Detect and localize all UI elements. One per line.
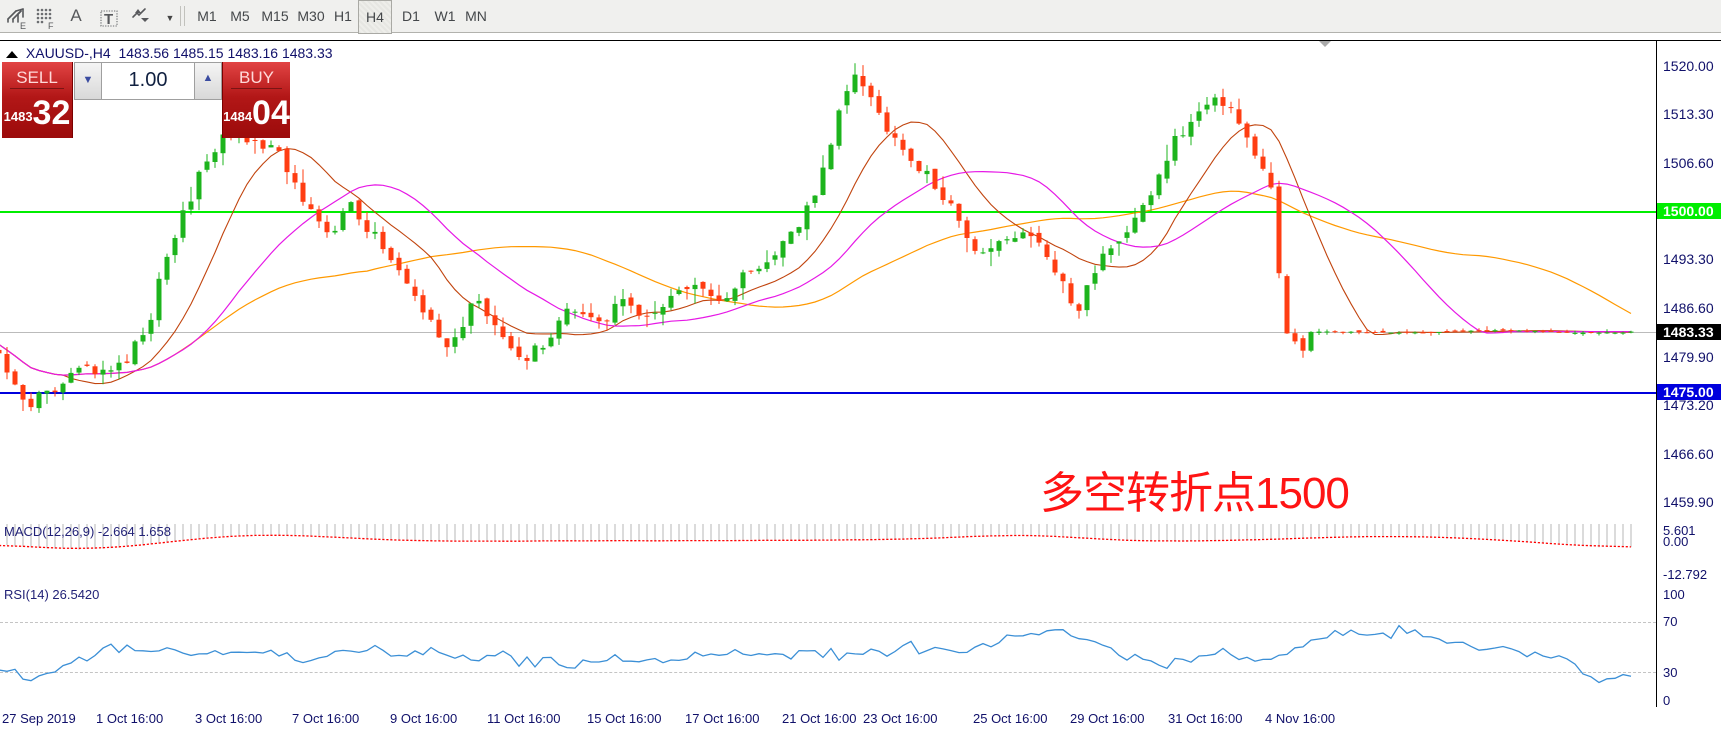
svg-text:E: E	[20, 21, 26, 30]
svg-text:T: T	[104, 11, 113, 28]
svg-text:F: F	[48, 21, 54, 30]
